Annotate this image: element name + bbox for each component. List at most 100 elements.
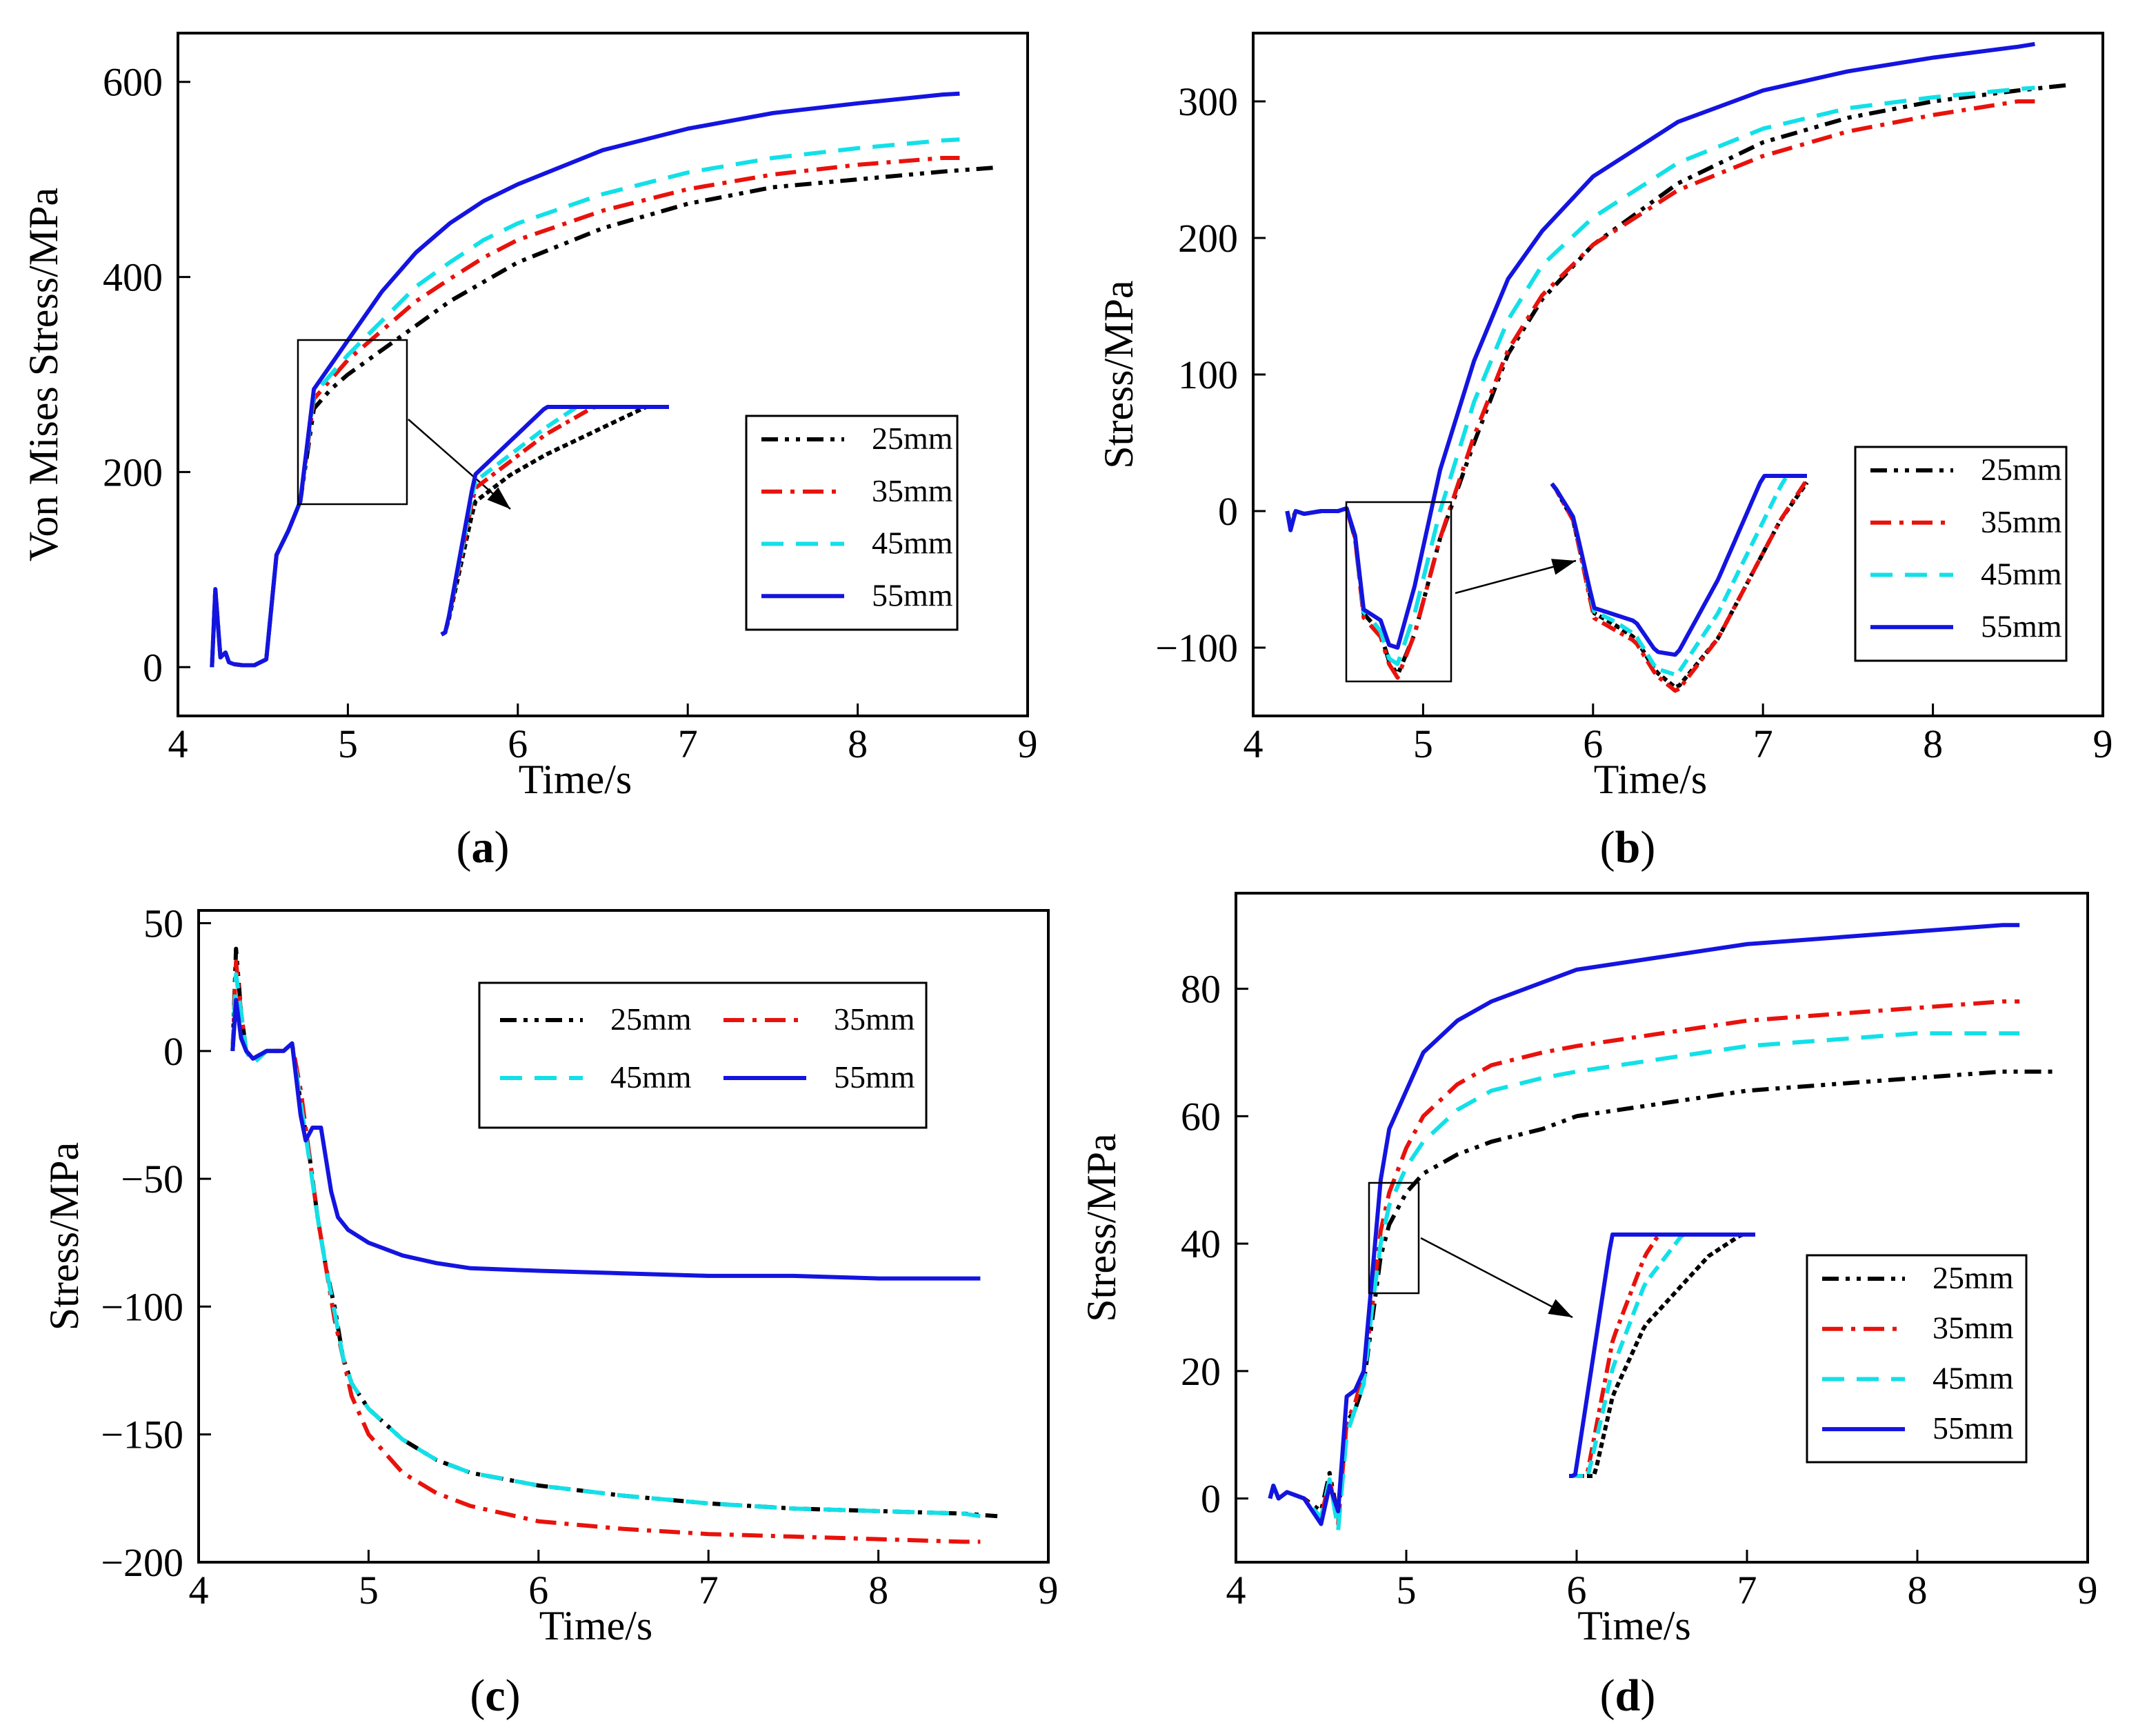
chart-panel-c: 4 5 6 7 8 9 −200 −150 −100 −50 0 50 Time/s Stress/MPa… [41,901,1059,1721]
y-tick-label: 0 [1201,1477,1221,1522]
legend-label-35mm: 35mm [1981,504,2062,539]
chart-panel-a: 4 5 6 7 8 9 0 200 400 600 Time/s Von Mises Stress/M… [21,32,1038,872]
inset-line-55mm [440,405,669,637]
chart-panel-b: 4 5 6 7 8 9 −100 0 100 200 300 Time/s Stress/MPa 25mm… [1096,32,2113,872]
x-tick-label: 7 [678,721,698,766]
y-tick-label: 80 [1181,967,1221,1012]
x-tick-label: 6 [508,721,528,766]
x-tick-label: 8 [1908,1568,1928,1613]
panel-label: (c) [470,1670,520,1721]
x-tick-label: 7 [1737,1568,1757,1613]
x-tick-label: 4 [168,721,188,766]
x-tick-label: 4 [1226,1568,1246,1613]
inset-line-55mm [1550,474,1807,657]
x-axis-label: Time/s [1577,1603,1691,1648]
y-tick-label: −200 [101,1540,183,1585]
x-tick-label: 6 [1583,721,1603,766]
x-axis-label: Time/s [539,1603,653,1648]
legend-label-45mm: 45mm [1981,557,2062,592]
zoom-box [297,339,408,506]
inset-line-45mm [1569,1233,1755,1478]
panel-label: (a) [457,822,510,872]
plot-frame [197,909,1050,1564]
y-tick-label: 400 [103,255,163,300]
zoom-box [1345,501,1452,683]
x-tick-label: 5 [338,721,358,766]
y-tick-label: −100 [101,1284,183,1329]
y-tick-label: 200 [1178,216,1238,261]
x-tick-label: 8 [1923,721,1943,766]
legend-label-55mm: 55mm [1933,1410,2014,1446]
x-tick-label: 8 [848,721,868,766]
legend-label-25mm: 25mm [1981,452,2062,487]
legend-label-55mm: 55mm [872,577,953,612]
series-line-55mm [1268,923,2020,1526]
zoom-arrow-head [1551,559,1576,575]
x-tick-label: 5 [1397,1568,1417,1613]
legend: 25mm 35mm 45mm 55mm [745,415,959,631]
y-axis-label: Stress/MPa [41,1142,87,1330]
zoom-arrow [1420,1237,1573,1319]
zoom-arrow-head [1548,1299,1572,1317]
series-line-45mm [1268,1031,2020,1533]
legend-label-35mm: 35mm [1933,1310,2014,1346]
x-tick-label: 9 [2093,721,2113,766]
zoom-arrow-head [487,487,510,509]
chart-panel-d: 4 5 6 7 8 9 0 20 40 60 80 Time/s Stress/MPa 25mm 35mm 4… [1079,892,2098,1721]
y-axis-label: Von Mises Stress/MPa [21,188,66,561]
x-tick-label: 7 [1753,721,1773,766]
y-tick-label: 60 [1181,1094,1221,1139]
plot-frame [1235,892,2089,1564]
inset-line-25mm [1569,1233,1755,1478]
y-tick-label: 0 [1218,489,1238,534]
x-tick-label: 5 [1413,721,1433,766]
panel-label: (d) [1600,1670,1656,1721]
y-tick-label: 200 [103,450,163,495]
x-tick-label: 5 [359,1568,379,1613]
x-tick-label: 9 [1018,721,1038,766]
zoom-box [1368,1181,1420,1295]
x-tick-label: 6 [528,1568,548,1613]
y-axis-label: Stress/MPa [1096,280,1141,468]
legend-label-25mm: 25mm [1933,1260,2014,1295]
panel-label: (b) [1600,822,1656,872]
y-tick-label: 0 [163,1029,183,1074]
legend-label-55mm: 55mm [1981,608,2062,643]
y-tick-label: −100 [1155,626,1238,670]
series-line-45mm [230,972,981,1519]
series-line-55mm [230,997,981,1281]
y-tick-label: 50 [143,901,183,946]
y-axis-label: Stress/MPa [1079,1133,1124,1321]
x-tick-label: 7 [699,1568,719,1613]
inset-line-25mm [440,405,669,637]
plot-frame [177,32,1029,717]
legend-label-35mm: 35mm [834,1001,915,1037]
series-line-45mm [210,137,960,668]
legend: 25mm 35mm 45mm 55mm [478,981,928,1129]
x-tick-label: 9 [1039,1568,1059,1613]
legend-frame [478,981,928,1129]
legend-label-45mm: 45mm [872,526,953,561]
legend: 25mm 35mm 45mm 55mm [1806,1254,2028,1464]
inset-line-55mm [1569,1233,1755,1478]
inset-line-45mm [1550,474,1807,677]
legend-label-45mm: 45mm [610,1059,692,1095]
y-tick-label: 40 [1181,1221,1221,1266]
series-line-25mm [210,166,994,668]
series-line-55mm [210,91,960,668]
legend-label-45mm: 45mm [1933,1360,2014,1395]
legend-label-35mm: 35mm [872,473,953,508]
y-tick-label: −50 [121,1157,183,1201]
x-tick-label: 8 [868,1568,888,1613]
y-tick-label: −150 [101,1413,183,1457]
legend-label-25mm: 25mm [610,1001,692,1037]
y-tick-label: 300 [1178,79,1238,124]
y-tick-label: 20 [1181,1349,1221,1394]
y-tick-label: 0 [143,645,163,690]
x-tick-label: 4 [189,1568,209,1613]
inset-line-35mm [440,405,669,637]
inset-line-35mm [1550,478,1809,693]
series-line-45mm [1285,86,2035,666]
x-tick-label: 6 [1567,1568,1587,1613]
